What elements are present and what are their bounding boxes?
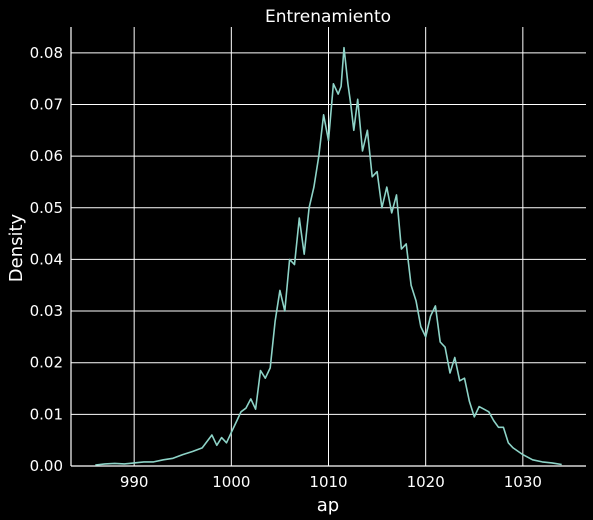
grid-layer <box>71 27 586 467</box>
x-tick-label: 1020 <box>407 473 445 491</box>
y-tick-label: 0.06 <box>30 147 63 165</box>
y-tick-label: 0.05 <box>30 199 63 217</box>
x-axis-label: ap <box>317 495 339 516</box>
tick-layer: 990 1000 1010 1020 1030 0.00 0.01 0.02 0.03 0.04 0… <box>30 44 542 491</box>
y-tick-label: 0.01 <box>30 405 63 423</box>
y-tick-label: 0.08 <box>30 44 63 62</box>
chart-title: Entrenamiento <box>265 7 391 27</box>
x-tick-label: 1030 <box>504 473 542 491</box>
y-tick-label: 0.00 <box>30 457 63 475</box>
y-axis-label: Density <box>6 213 27 282</box>
y-tick-label: 0.04 <box>30 250 63 268</box>
x-tick-label: 990 <box>120 473 149 491</box>
axes-layer <box>70 27 586 467</box>
y-tick-label: 0.07 <box>30 95 63 113</box>
density-series-line-0 <box>95 46 562 466</box>
x-tick-label: 1010 <box>309 473 347 491</box>
x-tick-label: 1000 <box>212 473 250 491</box>
y-tick-label: 0.02 <box>30 354 63 372</box>
series-layer <box>95 46 562 466</box>
y-tick-label: 0.03 <box>30 302 63 320</box>
